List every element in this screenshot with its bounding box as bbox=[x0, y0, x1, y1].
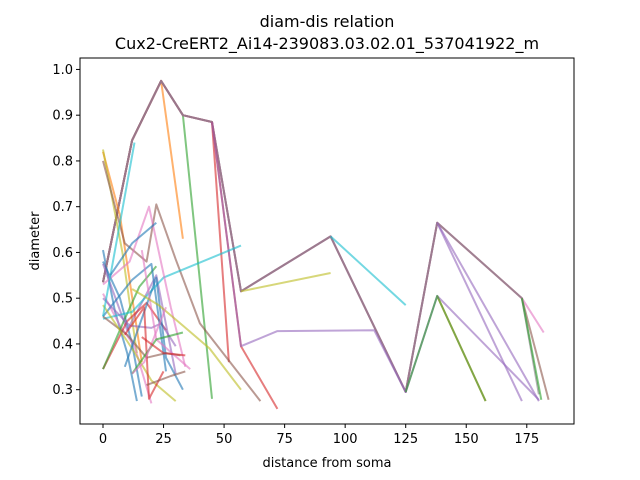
y-tick-label: 0.4 bbox=[52, 337, 73, 352]
series-line-12 bbox=[436, 222, 523, 402]
chart-title: diam-dis relation bbox=[260, 12, 395, 31]
y-tick-label: 0.8 bbox=[52, 154, 73, 169]
series-line-39 bbox=[141, 336, 186, 357]
series-line-23 bbox=[102, 301, 167, 370]
x-tick-label: 125 bbox=[393, 432, 418, 447]
x-tick-label: 0 bbox=[99, 432, 107, 447]
y-tick-label: 0.3 bbox=[52, 383, 73, 398]
series-line-35 bbox=[131, 331, 184, 375]
series-line-28 bbox=[102, 205, 187, 368]
series-line-10 bbox=[329, 235, 407, 306]
y-tick-label: 0.5 bbox=[52, 292, 73, 307]
x-tick-label: 175 bbox=[514, 432, 539, 447]
series-line-9 bbox=[240, 272, 331, 293]
series-line-19 bbox=[102, 160, 262, 402]
y-tick-label: 0.9 bbox=[52, 109, 73, 124]
series-line-25 bbox=[102, 262, 167, 372]
y-tick-label: 0.7 bbox=[52, 200, 73, 215]
chart-subtitle: Cux2-CreERT2_Ai14-239083.03.02.01_537041… bbox=[115, 34, 539, 54]
series-layer bbox=[102, 79, 550, 410]
series-line-24 bbox=[102, 265, 158, 370]
series-line-26 bbox=[102, 244, 242, 320]
y-tick-label: 0.6 bbox=[52, 246, 73, 261]
series-line-36 bbox=[131, 288, 242, 391]
x-tick-label: 100 bbox=[333, 432, 358, 447]
y-axis-ticks: 0.3 0.4 0.5 0.6 0.7 0.8 0.9 1.0 bbox=[52, 63, 80, 398]
x-tick-label: 50 bbox=[216, 432, 233, 447]
y-tick-label: 1.0 bbox=[52, 63, 73, 78]
series-line-37 bbox=[109, 221, 157, 276]
x-tick-label: 25 bbox=[155, 432, 172, 447]
series-line-16 bbox=[404, 294, 487, 402]
x-axis-ticks: 0 25 50 75 100 125 150 175 bbox=[99, 424, 539, 447]
y-axis-label: diameter bbox=[28, 211, 43, 271]
plot-frame bbox=[79, 57, 575, 425]
series-line-31 bbox=[102, 142, 136, 317]
x-tick-label: 75 bbox=[276, 432, 293, 447]
series-line-11 bbox=[520, 298, 543, 400]
series-line-38 bbox=[131, 306, 167, 375]
series-line-30 bbox=[102, 297, 177, 347]
x-axis-label: distance from soma bbox=[263, 456, 392, 471]
series-line-40 bbox=[146, 370, 186, 387]
x-tick-label: 150 bbox=[454, 432, 479, 447]
